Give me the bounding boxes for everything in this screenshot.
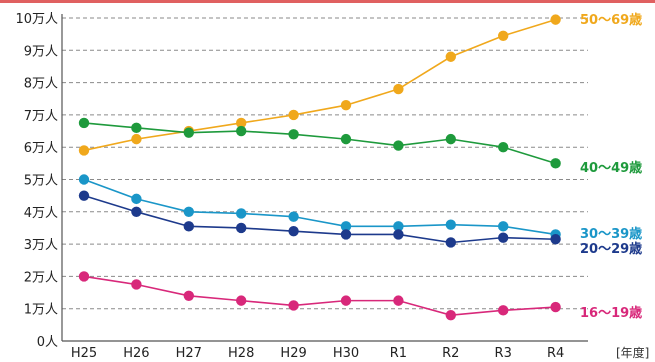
series-group xyxy=(78,117,561,169)
y-tick-label: 6万人 xyxy=(24,141,58,156)
data-point xyxy=(393,229,404,240)
data-point xyxy=(183,290,194,301)
series-label: 16～19歳 xyxy=(580,305,642,321)
data-point xyxy=(236,117,247,129)
series-group xyxy=(78,174,561,240)
series xyxy=(78,14,561,321)
data-point xyxy=(78,190,90,201)
y-tick-labels: 0人 1万人 2万人 3万人 4万人 5万人 6万人 7万人 8万人 9万人 10万人 xyxy=(15,12,58,350)
data-point xyxy=(445,133,456,145)
data-point xyxy=(288,225,299,237)
data-point xyxy=(183,127,194,138)
data-point xyxy=(131,122,142,134)
series-group xyxy=(78,190,561,248)
data-point xyxy=(340,133,352,145)
data-point xyxy=(288,211,299,222)
y-tick-label: 4万人 xyxy=(24,206,58,221)
series-group xyxy=(78,14,561,156)
data-point xyxy=(550,234,561,245)
data-point xyxy=(78,271,90,282)
series-line xyxy=(83,178,556,236)
series-line xyxy=(83,122,556,165)
data-point xyxy=(498,30,509,41)
x-tick-label: H30 xyxy=(333,346,359,361)
x-tick-label: H29 xyxy=(280,346,306,361)
y-tick-label: 2万人 xyxy=(24,270,58,285)
data-point xyxy=(393,295,404,306)
data-point xyxy=(445,219,456,230)
y-tick-label: 0人 xyxy=(37,335,58,350)
data-point xyxy=(131,279,142,290)
x-axis-unit: [年度] xyxy=(616,345,649,360)
data-point xyxy=(550,301,561,313)
data-point xyxy=(288,300,299,311)
data-point xyxy=(340,295,352,306)
y-tick-label: 8万人 xyxy=(24,77,58,92)
y-tick-label: 3万人 xyxy=(24,238,58,253)
series-label: 20～29歳 xyxy=(580,241,642,257)
data-point xyxy=(445,51,456,62)
data-point xyxy=(78,117,90,129)
data-point xyxy=(340,100,352,111)
data-point xyxy=(131,193,142,205)
y-tick-label: 1万人 xyxy=(24,303,58,318)
x-tick-label: H27 xyxy=(176,346,202,361)
x-tick-label: R2 xyxy=(442,346,459,361)
data-point xyxy=(498,142,509,153)
data-point xyxy=(131,206,142,217)
data-point xyxy=(183,206,194,217)
data-point xyxy=(393,83,404,95)
y-tick-label: 9万人 xyxy=(24,44,58,59)
data-point xyxy=(78,174,90,185)
x-tick-label: H26 xyxy=(123,346,149,361)
data-point xyxy=(183,221,194,232)
series-line xyxy=(83,18,556,152)
axes xyxy=(61,14,588,342)
data-point xyxy=(445,237,456,248)
data-point xyxy=(340,221,352,232)
data-point xyxy=(236,222,247,234)
series-label: 40～49歳 xyxy=(580,160,642,176)
x-tick-labels: H25 H26 H27 H28 H29 H30 R1 R2 R3 R4 xyxy=(71,346,564,361)
data-point xyxy=(131,133,142,145)
data-point xyxy=(340,229,352,240)
data-point xyxy=(498,221,509,232)
data-point xyxy=(498,305,509,316)
series-line xyxy=(83,275,556,316)
x-tick-label: H28 xyxy=(228,346,254,361)
series-group xyxy=(78,271,561,321)
top-border xyxy=(0,0,655,3)
y-tick-label: 5万人 xyxy=(24,174,58,189)
data-point xyxy=(393,221,404,232)
data-point xyxy=(288,109,299,121)
x-tick-label: R4 xyxy=(547,346,564,361)
series-label: 30～39歳 xyxy=(580,226,642,242)
grid-lines xyxy=(62,17,588,310)
data-point xyxy=(498,232,509,243)
y-tick-label: 10万人 xyxy=(15,12,58,27)
data-point xyxy=(236,125,247,137)
data-point xyxy=(550,14,561,25)
data-point xyxy=(236,295,247,306)
data-point xyxy=(288,129,299,140)
data-point xyxy=(393,140,404,151)
data-point xyxy=(78,145,90,156)
data-point xyxy=(550,158,561,169)
series-line xyxy=(83,194,556,244)
data-point xyxy=(445,309,456,321)
y-tick-label: 7万人 xyxy=(24,109,58,124)
x-tick-label: R3 xyxy=(495,346,512,361)
data-point xyxy=(236,208,247,219)
series-label: 50～69歳 xyxy=(580,12,642,28)
x-tick-label: H25 xyxy=(71,346,97,361)
x-tick-label: R1 xyxy=(390,346,407,361)
